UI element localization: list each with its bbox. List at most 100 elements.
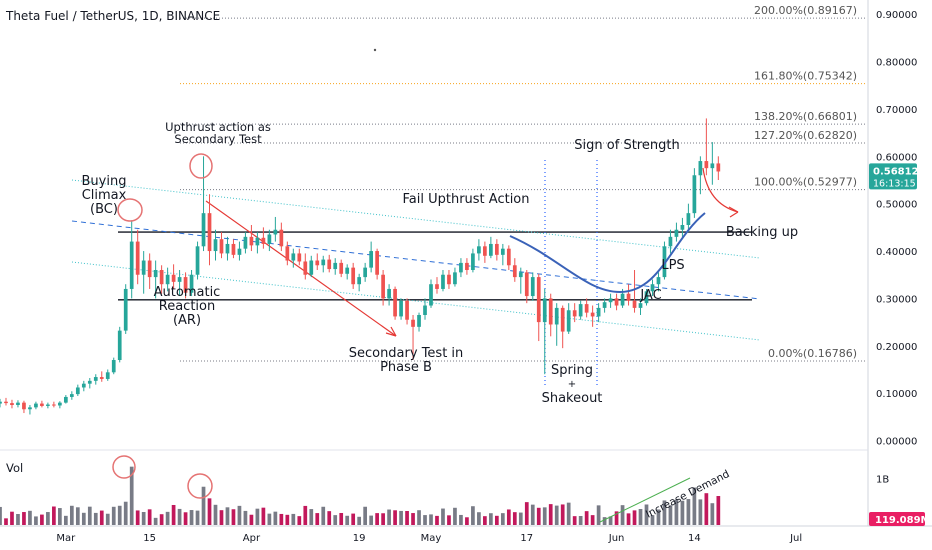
candle-body-114 bbox=[680, 225, 685, 230]
volume-bar-3 bbox=[16, 514, 20, 525]
volume-bar-41 bbox=[243, 510, 248, 525]
volume-bar-69 bbox=[411, 513, 415, 525]
candle-body-1 bbox=[4, 401, 8, 404]
volume-bar-115 bbox=[686, 499, 691, 525]
candle-body-82 bbox=[489, 243, 493, 256]
volume-bar-84 bbox=[500, 513, 505, 525]
price-tick-9: 0.00000 bbox=[876, 437, 917, 448]
price-axis[interactable]: 0.90000 0.80000 0.70000 0.60000 0.50000 0.400… bbox=[869, 10, 931, 526]
annotation-sign-of-strength: Sign of Strength bbox=[574, 138, 679, 153]
volume-bar-40 bbox=[237, 505, 242, 525]
candle-body-13 bbox=[75, 387, 80, 395]
volume-bar-42 bbox=[249, 514, 254, 525]
candle-body-105 bbox=[626, 293, 631, 301]
candle-body-115 bbox=[686, 213, 691, 225]
candle-body-86 bbox=[512, 265, 517, 278]
volume-bar-61 bbox=[363, 506, 368, 525]
accumulation-curve bbox=[509, 212, 706, 294]
volume-bar-60 bbox=[357, 516, 362, 525]
candle-body-75 bbox=[447, 274, 451, 285]
secondary-test-arrowhead bbox=[385, 326, 397, 337]
volume-bar-30 bbox=[177, 508, 182, 525]
candle-body-18 bbox=[105, 372, 110, 379]
current-price-box bbox=[869, 163, 917, 190]
secondary-test-line bbox=[205, 200, 397, 337]
fib-label-5: 0.00%(0.16786) bbox=[768, 347, 857, 360]
volume-bar-101 bbox=[602, 517, 607, 525]
candle-body-112 bbox=[668, 236, 673, 247]
upthrust-circle bbox=[189, 153, 213, 179]
price-tick-6: 0.30000 bbox=[876, 294, 917, 305]
annotation-buying-climax: Buying Climax (BC) bbox=[82, 174, 127, 217]
volume-bar-113 bbox=[674, 499, 679, 525]
candle-body-46 bbox=[273, 229, 278, 235]
volume-bar-103 bbox=[614, 511, 619, 525]
spring-line-3: Shakeout bbox=[542, 391, 603, 406]
volume-bar-77 bbox=[459, 514, 463, 525]
candle-body-65 bbox=[387, 288, 391, 299]
ar-line-2: Reaction bbox=[159, 299, 215, 314]
candle-body-55 bbox=[327, 259, 332, 270]
volume-bar-109 bbox=[650, 515, 655, 525]
candle-body-59 bbox=[351, 267, 356, 285]
fib-levels: 200.00%(0.89167) 161.80%(0.75342) 138.20%(… bbox=[180, 4, 866, 362]
volume-bar-111 bbox=[662, 500, 667, 525]
volume-bar-85 bbox=[506, 509, 511, 525]
drawing-overlay bbox=[112, 48, 739, 523]
candle-body-10 bbox=[58, 402, 62, 406]
volume-bar-79 bbox=[471, 506, 475, 525]
volume-bar-102 bbox=[608, 516, 613, 525]
bc-line-1: Buying bbox=[82, 174, 127, 189]
volume-bar-50 bbox=[297, 516, 302, 525]
volume-tick-1b: 1B bbox=[876, 474, 889, 485]
candle-body-19 bbox=[111, 360, 116, 373]
candle-body-20 bbox=[117, 330, 122, 360]
volume-bar-23 bbox=[135, 510, 140, 525]
candle-body-27 bbox=[159, 270, 164, 285]
channel-mid bbox=[71, 220, 761, 300]
st-line-2: Phase B bbox=[380, 360, 432, 375]
volume-bar-38 bbox=[225, 507, 230, 525]
candle-body-72 bbox=[429, 284, 433, 306]
volume-bar-82 bbox=[489, 513, 493, 525]
candle-body-43 bbox=[255, 237, 260, 246]
volume-bar-105 bbox=[626, 513, 631, 525]
volume-bar-17 bbox=[99, 510, 104, 525]
volume-bar-49 bbox=[291, 513, 296, 525]
volume-bar-114 bbox=[680, 500, 685, 525]
bc-circle bbox=[117, 198, 143, 222]
candle-body-16 bbox=[93, 377, 98, 381]
volume-bar-68 bbox=[405, 511, 409, 525]
candle-body-7 bbox=[40, 403, 44, 406]
volume-bar-12 bbox=[69, 505, 74, 525]
candle-body-37 bbox=[219, 239, 224, 254]
candle-body-67 bbox=[399, 300, 403, 317]
candle-body-69 bbox=[411, 319, 415, 327]
candle-body-31 bbox=[183, 277, 188, 293]
candle-body-41 bbox=[243, 236, 248, 249]
candle-body-36 bbox=[213, 239, 218, 252]
annotation-automatic-reaction: Automatic Reaction (AR) bbox=[154, 285, 221, 328]
time-tick-2: Apr bbox=[243, 533, 261, 544]
candle-body-29 bbox=[171, 274, 176, 282]
volume-bar-33 bbox=[195, 510, 200, 525]
time-axis[interactable]: Mar 15 Apr 19 May 17 Jun 14 Jul bbox=[56, 533, 802, 544]
volume-bar-100 bbox=[596, 505, 601, 525]
candle-body-35 bbox=[207, 213, 212, 252]
volume-bar-53 bbox=[315, 513, 320, 525]
volume-bar-25 bbox=[147, 509, 152, 525]
candle-body-66 bbox=[393, 288, 397, 317]
spring-line-1: Spring bbox=[551, 363, 593, 378]
time-tick-8: Jul bbox=[789, 533, 802, 544]
candle-body-96 bbox=[572, 310, 577, 317]
volume-bar-34 bbox=[201, 486, 206, 525]
volume-bar-45 bbox=[267, 513, 272, 525]
volume-circle-1 bbox=[112, 455, 136, 479]
volume-bar-66 bbox=[393, 510, 397, 525]
candles bbox=[0, 118, 721, 415]
volume-bar-26 bbox=[153, 517, 158, 525]
candle-body-48 bbox=[285, 246, 290, 261]
volume-bar-16 bbox=[93, 512, 98, 525]
chart-title: Theta Fuel / TetherUS, 1D, BINANCE bbox=[5, 9, 220, 23]
